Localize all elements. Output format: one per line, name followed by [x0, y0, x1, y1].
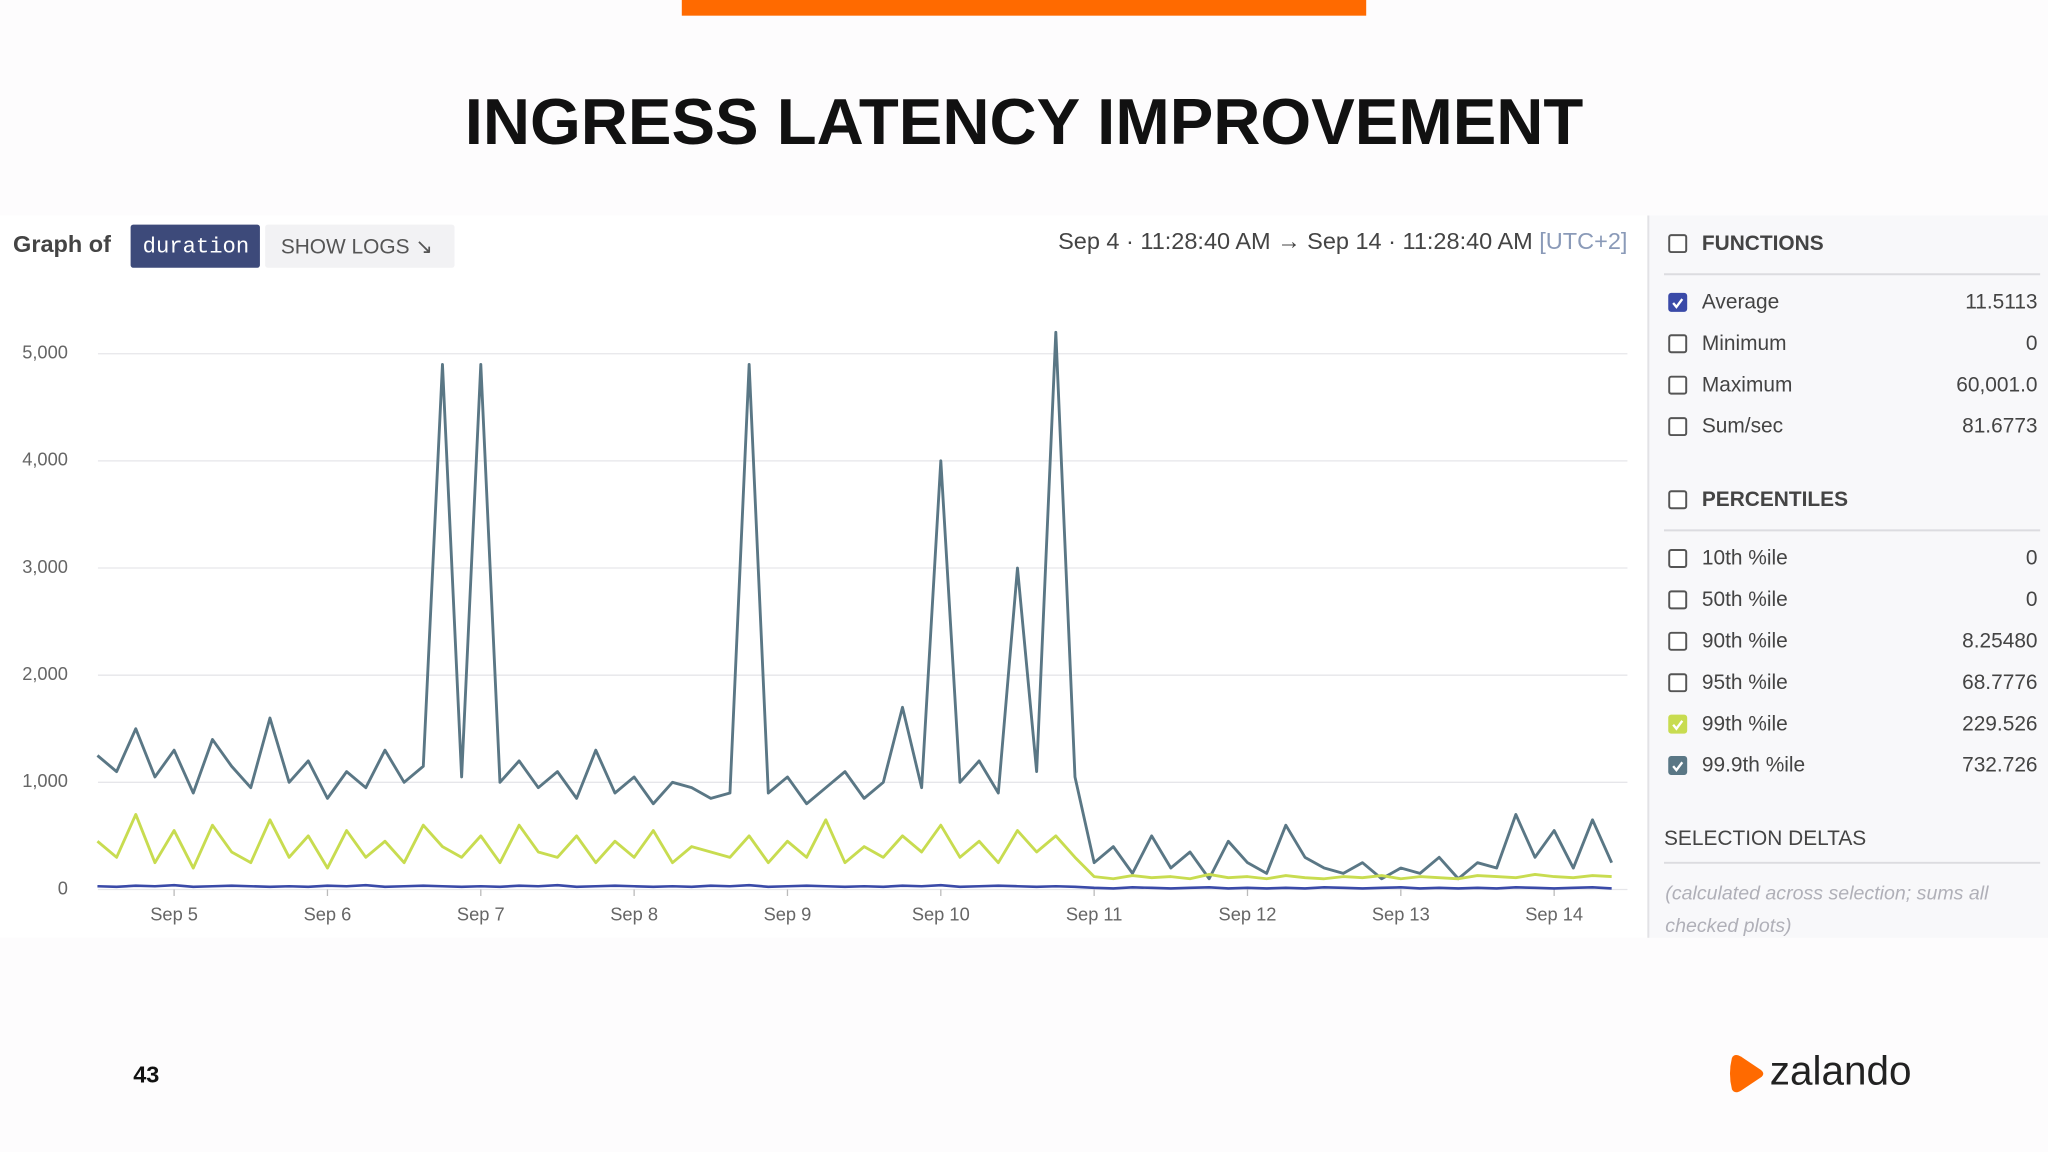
- checkbox[interactable]: [1668, 673, 1688, 693]
- function-value: 68.7776: [1962, 671, 2037, 694]
- checkbox[interactable]: [1668, 590, 1688, 610]
- deltas-note: (calculated across selection; sums all: [1665, 882, 1989, 904]
- x-tick-label: Sep 14: [1525, 903, 1583, 924]
- function-label[interactable]: Maximum: [1702, 373, 1792, 396]
- function-label[interactable]: 95th %ile: [1702, 671, 1788, 694]
- accent-bar: [681, 0, 1367, 16]
- function-value: 11.5113: [1965, 291, 2037, 314]
- function-label[interactable]: Minimum: [1702, 332, 1787, 355]
- function-label[interactable]: 10th %ile: [1702, 547, 1788, 570]
- checkbox[interactable]: [1668, 334, 1688, 354]
- page-number: 43: [133, 1061, 159, 1087]
- x-tick-label: Sep 13: [1372, 903, 1430, 924]
- function-label[interactable]: 99.9th %ile: [1702, 754, 1805, 777]
- y-tick-label: 2,000: [22, 663, 68, 684]
- x-tick-label: Sep 6: [304, 903, 352, 924]
- function-label[interactable]: Average: [1702, 291, 1779, 314]
- checkbox[interactable]: [1668, 292, 1688, 312]
- function-label[interactable]: Sum/sec: [1702, 415, 1783, 438]
- function-label[interactable]: 90th %ile: [1702, 629, 1788, 652]
- function-value: 60,001.0: [1956, 373, 2037, 396]
- y-tick-label: 1,000: [22, 770, 68, 791]
- panel-content: FUNCTIONS Average 11.5113 Minimum 0 Maximum 60…: [1663, 232, 2041, 937]
- function-label[interactable]: 99th %ile: [1702, 712, 1788, 735]
- function-value: 229.526: [1962, 712, 2037, 735]
- chart-panel: [0, 215, 1649, 938]
- checkbox[interactable]: [1668, 490, 1688, 510]
- series-line: [96, 813, 1612, 881]
- logo-text: zalando: [1770, 1047, 1912, 1093]
- metric-badge[interactable]: [130, 224, 260, 268]
- checkbox[interactable]: [1668, 234, 1688, 254]
- slide-title: INGRESS LATENCY IMPROVEMENT: [465, 85, 1584, 158]
- series-line: [96, 330, 1613, 881]
- timezone[interactable]: [UTC+2]: [1539, 228, 1627, 254]
- function-label[interactable]: 50th %ile: [1702, 588, 1788, 611]
- deltas-note: checked plots): [1665, 915, 1791, 937]
- checkmark[interactable]: [1672, 298, 1684, 309]
- y-tick-label: 3,000: [22, 556, 68, 577]
- side-panel: [1648, 215, 2048, 938]
- checkbox[interactable]: [1668, 714, 1688, 734]
- x-tick-label: Sep 9: [764, 903, 812, 924]
- function-value: 0: [2026, 547, 2038, 570]
- checkbox[interactable]: [1668, 417, 1688, 437]
- time-range-text[interactable]: Sep 4 · 11:28:40 AM → Sep 14 · 11:28:40 …: [1058, 228, 1533, 254]
- series-line: [97, 883, 1612, 890]
- y-tick-label: 0: [58, 877, 68, 898]
- checkbox[interactable]: [1668, 631, 1688, 651]
- y-tick-label: 5,000: [22, 342, 68, 363]
- x-tick-label: Sep 10: [912, 903, 970, 924]
- function-value: 732.726: [1962, 754, 2037, 777]
- checkmark[interactable]: [1672, 720, 1684, 731]
- x-tick-label: Sep 11: [1066, 903, 1123, 924]
- checkbox[interactable]: [1668, 549, 1688, 568]
- function-value: 0: [2026, 332, 2038, 355]
- show-logs-label[interactable]: SHOW LOGS ↘: [281, 236, 433, 259]
- y-tick-label: 4,000: [22, 449, 68, 470]
- checkbox[interactable]: [1668, 756, 1688, 775]
- x-tick-label: Sep 8: [610, 903, 658, 924]
- show-logs-button[interactable]: [265, 224, 455, 268]
- logo-mark: [1729, 1054, 1764, 1093]
- section-title: PERCENTILES: [1702, 488, 1848, 511]
- checkmark[interactable]: [1672, 761, 1684, 772]
- section-title: FUNCTIONS: [1702, 232, 1824, 255]
- function-value: 81.6773: [1962, 415, 2037, 438]
- metric-name[interactable]: duration: [143, 235, 250, 260]
- function-value: 0: [2026, 588, 2038, 611]
- x-tick-label: Sep 12: [1219, 903, 1277, 924]
- x-tick-label: Sep 7: [457, 903, 505, 924]
- checkbox[interactable]: [1668, 375, 1688, 395]
- x-tick-label: Sep 5: [150, 903, 198, 924]
- function-value: 8.25480: [1962, 629, 2037, 652]
- deltas-title: SELECTION DELTAS: [1664, 827, 1866, 850]
- time-range: Sep 4 · 11:28:40 AM → Sep 14 · 11:28:40 …: [1058, 228, 1627, 254]
- graph-of-label: Graph of: [13, 231, 111, 257]
- plot: 0 1,000 2,000 3,000 4,000 5,000 Sep 5 Sep 6 Sep …: [22, 330, 1628, 924]
